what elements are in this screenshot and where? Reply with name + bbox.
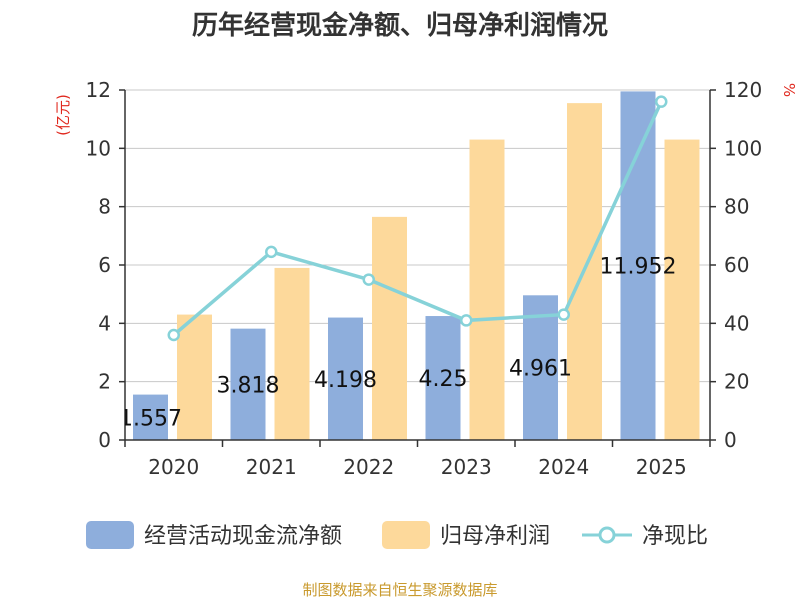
ratio-point <box>655 95 668 108</box>
chart-title: 历年经营现金净额、归母净利润情况 <box>192 10 608 41</box>
ratio-point <box>557 308 570 321</box>
bar-operating-cashflow <box>425 316 461 440</box>
bar-net-profit <box>469 139 505 441</box>
legend-label-ratio: 净现比 <box>642 524 708 549</box>
ratio-point <box>167 328 180 342</box>
legend-swatch-operating-cashflow <box>86 521 134 549</box>
right-tick-label: 60 <box>724 253 749 277</box>
bar-operating-cashflow <box>523 295 558 440</box>
right-tick-label: 120 <box>724 78 762 102</box>
x-tick-label: 2020 <box>148 455 199 479</box>
x-tick-label: 2021 <box>246 455 297 479</box>
data-labels: 1.557 3.818 4.198 4.25 4.961 11.952 <box>119 255 677 432</box>
left-tick-label: 0 <box>98 428 111 452</box>
source-note: 制图数据来自恒生聚源数据库 <box>302 581 497 599</box>
data-label-operating-cashflow: 11.952 <box>600 255 677 280</box>
right-tick-label: 20 <box>724 370 749 394</box>
ratio-line <box>167 95 668 342</box>
legend-marker-ratio <box>598 526 616 544</box>
right-tick-label: 100 <box>724 136 762 160</box>
bar-net-profit <box>274 267 310 440</box>
legend: 经营活动现金流净额 归母净利润 净现比 <box>86 521 708 549</box>
ratio-point <box>265 245 278 259</box>
bar-operating-cashflow <box>133 394 168 440</box>
right-tick-label: 0 <box>724 428 737 452</box>
bar-operating-cashflow <box>230 328 266 440</box>
data-label-operating-cashflow: 1.557 <box>119 406 182 431</box>
left-tick-label: 4 <box>98 311 111 335</box>
x-tick-label: 2025 <box>636 455 687 479</box>
legend-label-operating-cashflow: 经营活动现金流净额 <box>144 524 342 549</box>
data-label-operating-cashflow: 3.818 <box>217 373 280 398</box>
x-tick-label: 2022 <box>343 455 394 479</box>
right-tick-label: 80 <box>724 195 749 219</box>
bar-net-profit <box>177 314 212 440</box>
right-axis-unit: % <box>780 83 798 97</box>
bar-operating-cashflow <box>328 317 363 440</box>
bar-net-profit <box>664 139 700 441</box>
x-tick-label: 2024 <box>538 455 589 479</box>
left-tick-label: 10 <box>86 136 111 160</box>
left-tick-label: 12 <box>86 78 111 102</box>
bars <box>133 91 700 441</box>
left-tick-label: 2 <box>98 370 111 394</box>
data-label-operating-cashflow: 4.961 <box>509 357 572 382</box>
right-tick-label: 40 <box>724 311 749 335</box>
ratio-point <box>460 314 473 327</box>
legend-swatch-net-profit <box>382 521 430 549</box>
data-label-operating-cashflow: 4.25 <box>419 367 468 392</box>
grid <box>125 89 710 383</box>
ratio-point <box>362 273 375 286</box>
bar-net-profit <box>372 216 407 440</box>
data-label-operating-cashflow: 4.198 <box>314 368 377 393</box>
left-axis-unit: (亿元) <box>54 94 72 136</box>
left-tick-label: 8 <box>98 195 111 219</box>
ratio-polyline <box>172 100 663 337</box>
left-tick-label: 6 <box>98 253 111 277</box>
x-tick-label: 2023 <box>441 455 492 479</box>
legend-label-net-profit: 归母净利润 <box>440 524 550 549</box>
